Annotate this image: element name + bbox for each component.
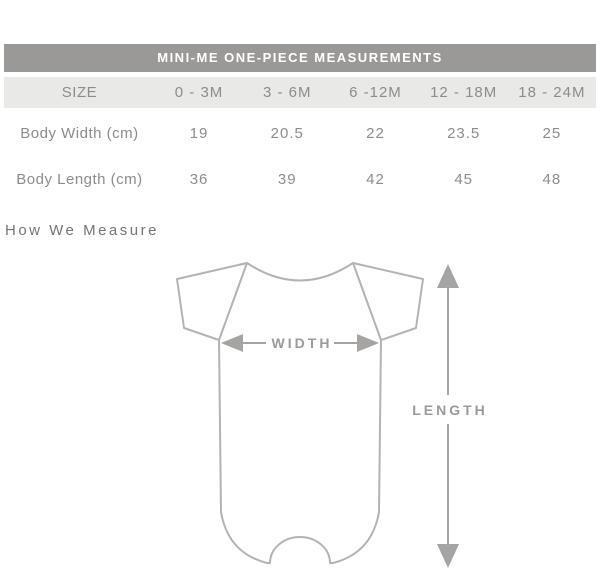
table-row-body-length: Body Length (cm) 36 39 42 45 48 [4,158,596,200]
row-label-body-width: Body Width (cm) [20,124,139,142]
size-chart-header-row: SIZE 0 - 3M 3 - 6M 6 -12M 12 - 18M 18 - … [4,77,596,108]
body-width-value-6-12m: 22 [366,124,385,142]
column-header-0-3m: 0 - 3M [174,84,224,101]
body-length-value-18-24m: 48 [542,170,562,188]
column-header-3-6m: 3 - 6M [263,84,312,101]
body-length-value-6-12m: 42 [366,170,385,188]
length-arrow-bottom-head [437,544,459,568]
width-arrow-right-head [357,334,379,352]
armhole-seam-right [352,262,382,341]
body-width-value-3-6m: 20.5 [270,124,304,142]
width-label: WIDTH [272,335,333,351]
body-length-value-12-18m: 45 [454,170,473,188]
table-row-body-width: Body Width (cm) 19 20.5 22 23.5 25 [4,108,596,158]
armhole-seam-left [218,262,248,341]
column-header-18-24m: 18 - 24M [518,84,586,101]
body-length-value-3-6m: 39 [277,170,297,188]
body-length-value-0-3m: 36 [189,170,209,188]
how-we-measure-heading: How We Measure [5,222,159,239]
length-label: LENGTH [412,402,488,418]
column-header-size: SIZE [61,84,98,101]
onesie-outline-shape [176,262,424,564]
column-header-12-18m: 12 - 18M [430,84,498,101]
body-width-value-18-24m: 25 [542,124,562,142]
body-width-value-12-18m: 23.5 [447,124,481,142]
width-arrow-left-head [221,334,243,352]
length-arrow-top-head [437,264,459,288]
body-width-value-0-3m: 19 [189,124,209,142]
row-label-body-length: Body Length (cm) [16,170,143,188]
size-chart-title: MINI-ME ONE-PIECE MEASUREMENTS [4,44,596,72]
column-header-6-12m: 6 -12M [349,84,402,101]
onesie-measurement-diagram: WIDTH LENGTH [176,262,488,568]
size-chart-table: MINI-ME ONE-PIECE MEASUREMENTS SIZE 0 - … [4,44,596,200]
